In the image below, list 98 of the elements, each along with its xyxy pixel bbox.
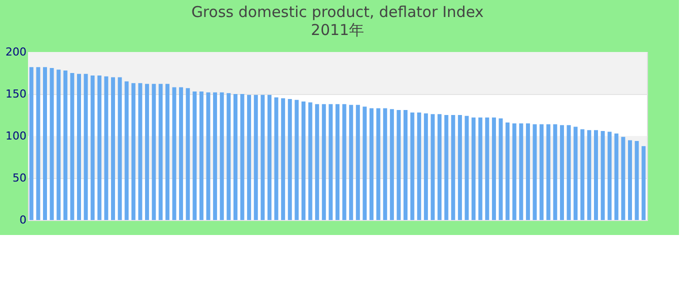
bar	[118, 77, 122, 220]
bar	[308, 102, 312, 220]
bar	[247, 94, 252, 220]
bar	[546, 124, 550, 220]
bar	[424, 113, 428, 220]
y-tick-label: 150	[6, 88, 26, 100]
bar	[540, 124, 544, 220]
bar	[84, 74, 88, 220]
bar	[220, 92, 224, 220]
bar	[288, 99, 292, 220]
bar	[444, 115, 448, 220]
bar	[315, 104, 320, 220]
bar	[472, 118, 476, 220]
bar	[206, 92, 210, 220]
bar	[254, 94, 258, 220]
bar	[451, 115, 456, 220]
bar	[560, 125, 564, 220]
bar	[356, 104, 360, 220]
bar	[138, 83, 142, 220]
bar	[43, 67, 48, 220]
bar	[336, 104, 340, 220]
bar	[349, 104, 354, 220]
bar	[29, 67, 34, 220]
bar	[390, 109, 394, 220]
bar	[506, 122, 510, 220]
bar	[267, 94, 272, 220]
bar	[328, 104, 333, 220]
bar	[478, 118, 482, 220]
bar	[417, 112, 422, 220]
bar	[179, 87, 184, 220]
bar	[342, 104, 346, 220]
bar	[404, 110, 408, 220]
bar	[36, 67, 40, 220]
bar	[260, 94, 265, 220]
bar	[464, 116, 469, 220]
bar	[642, 146, 646, 220]
bar	[145, 84, 150, 220]
bar	[50, 68, 54, 220]
bar	[600, 130, 605, 220]
bar	[553, 124, 558, 220]
y-tick-label: 100	[6, 130, 26, 142]
bar	[199, 91, 204, 220]
bar	[152, 84, 156, 220]
bar	[512, 123, 516, 220]
bar	[628, 140, 632, 220]
bar	[322, 104, 326, 220]
bar	[104, 76, 108, 220]
bar	[233, 94, 238, 220]
bar	[281, 98, 286, 220]
bar	[485, 118, 490, 220]
bar	[90, 76, 95, 220]
bar	[165, 84, 170, 220]
bar	[97, 76, 102, 220]
bar	[56, 70, 61, 220]
bar	[213, 92, 218, 220]
bar	[498, 118, 503, 220]
bar	[458, 115, 462, 220]
bar	[410, 112, 414, 220]
bar	[63, 70, 68, 220]
bar	[594, 130, 598, 220]
chart-subtitle: 2011年	[310, 21, 364, 39]
bar	[580, 129, 584, 220]
bar	[172, 87, 176, 220]
bar	[519, 123, 524, 220]
bar	[574, 126, 578, 220]
bar	[608, 132, 612, 220]
bar	[438, 114, 442, 220]
bar	[526, 123, 530, 220]
bar	[274, 97, 278, 220]
bar	[226, 93, 231, 220]
chart-title: Gross domestic product, deflator Index	[191, 3, 484, 21]
bar	[362, 106, 367, 220]
bar	[492, 118, 496, 220]
bar	[566, 125, 571, 220]
bar	[587, 130, 592, 220]
bar	[77, 74, 82, 220]
bar	[186, 88, 190, 220]
bar	[294, 100, 299, 220]
bar	[634, 141, 639, 220]
bar	[192, 91, 197, 220]
bar	[111, 77, 116, 220]
bar	[370, 108, 374, 220]
bar	[621, 136, 626, 220]
bar	[376, 108, 380, 220]
y-tick-label: 50	[12, 172, 26, 184]
y-tick-label: 200	[6, 46, 26, 58]
bar	[124, 81, 129, 220]
bar	[383, 108, 388, 220]
bar	[70, 73, 74, 220]
bar	[430, 114, 435, 220]
bar	[301, 102, 306, 220]
bar	[131, 83, 136, 220]
bar	[614, 133, 618, 220]
bar	[158, 84, 163, 220]
bar	[396, 110, 401, 220]
bar	[240, 94, 244, 220]
bar	[532, 124, 537, 220]
y-tick-label: 0	[20, 214, 26, 226]
